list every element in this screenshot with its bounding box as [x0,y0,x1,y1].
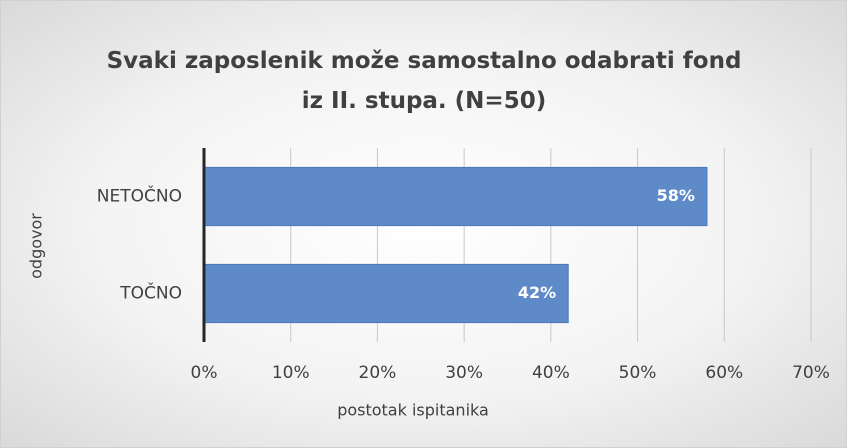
y-axis-label: odgovor [27,213,46,279]
chart-title: Svaki zaposlenik može samostalno odabrat… [106,48,742,114]
x-tick-label: 60% [705,363,743,383]
x-axis-label: postotak ispitanika [337,401,489,420]
x-tick-label: 10% [272,363,310,383]
x-tick-label: 20% [359,363,397,383]
bar [203,263,569,324]
data-label: 58% [657,186,695,205]
x-tick-label: 50% [619,363,657,383]
bar [203,166,708,227]
x-tick-label: 0% [191,363,218,383]
data-label: 42% [518,283,556,302]
y-tick-label: TOČNO [119,282,182,304]
x-tick-label: 30% [445,363,483,383]
y-tick-label: NETOČNO [97,185,182,207]
x-tick-label: 40% [532,363,570,383]
x-tick-label: 70% [792,363,830,383]
